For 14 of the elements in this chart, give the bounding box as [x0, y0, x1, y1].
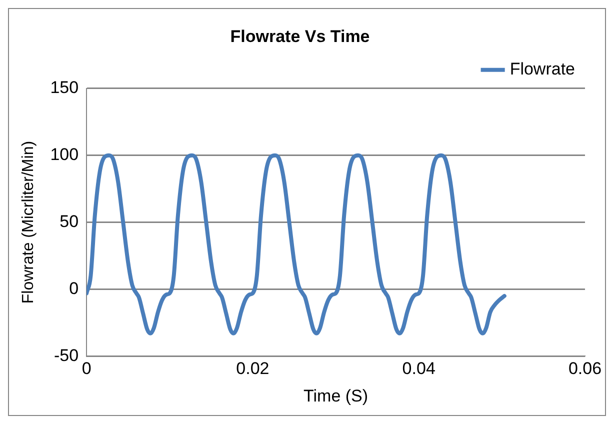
x-axis-title: Time (S) — [304, 386, 368, 406]
x-tick-label: 0 — [82, 359, 92, 378]
y-tick-label: 0 — [69, 278, 79, 298]
x-tick-label: 0.04 — [402, 359, 436, 378]
y-tick-label: 150 — [50, 78, 79, 98]
x-tick-label: 0.02 — [236, 359, 270, 378]
chart-title: Flowrate Vs Time — [230, 26, 370, 46]
y-tick-label: 50 — [60, 212, 79, 231]
y-tick-label: -50 — [54, 346, 79, 365]
y-tick-label: 100 — [50, 145, 79, 164]
y-axis-title: Flowrate (Micrliter/Min) — [20, 140, 38, 304]
legend-label: Flowrate — [510, 60, 575, 79]
line-series — [86, 153, 506, 336]
x-tick-label: 0.06 — [568, 359, 602, 378]
